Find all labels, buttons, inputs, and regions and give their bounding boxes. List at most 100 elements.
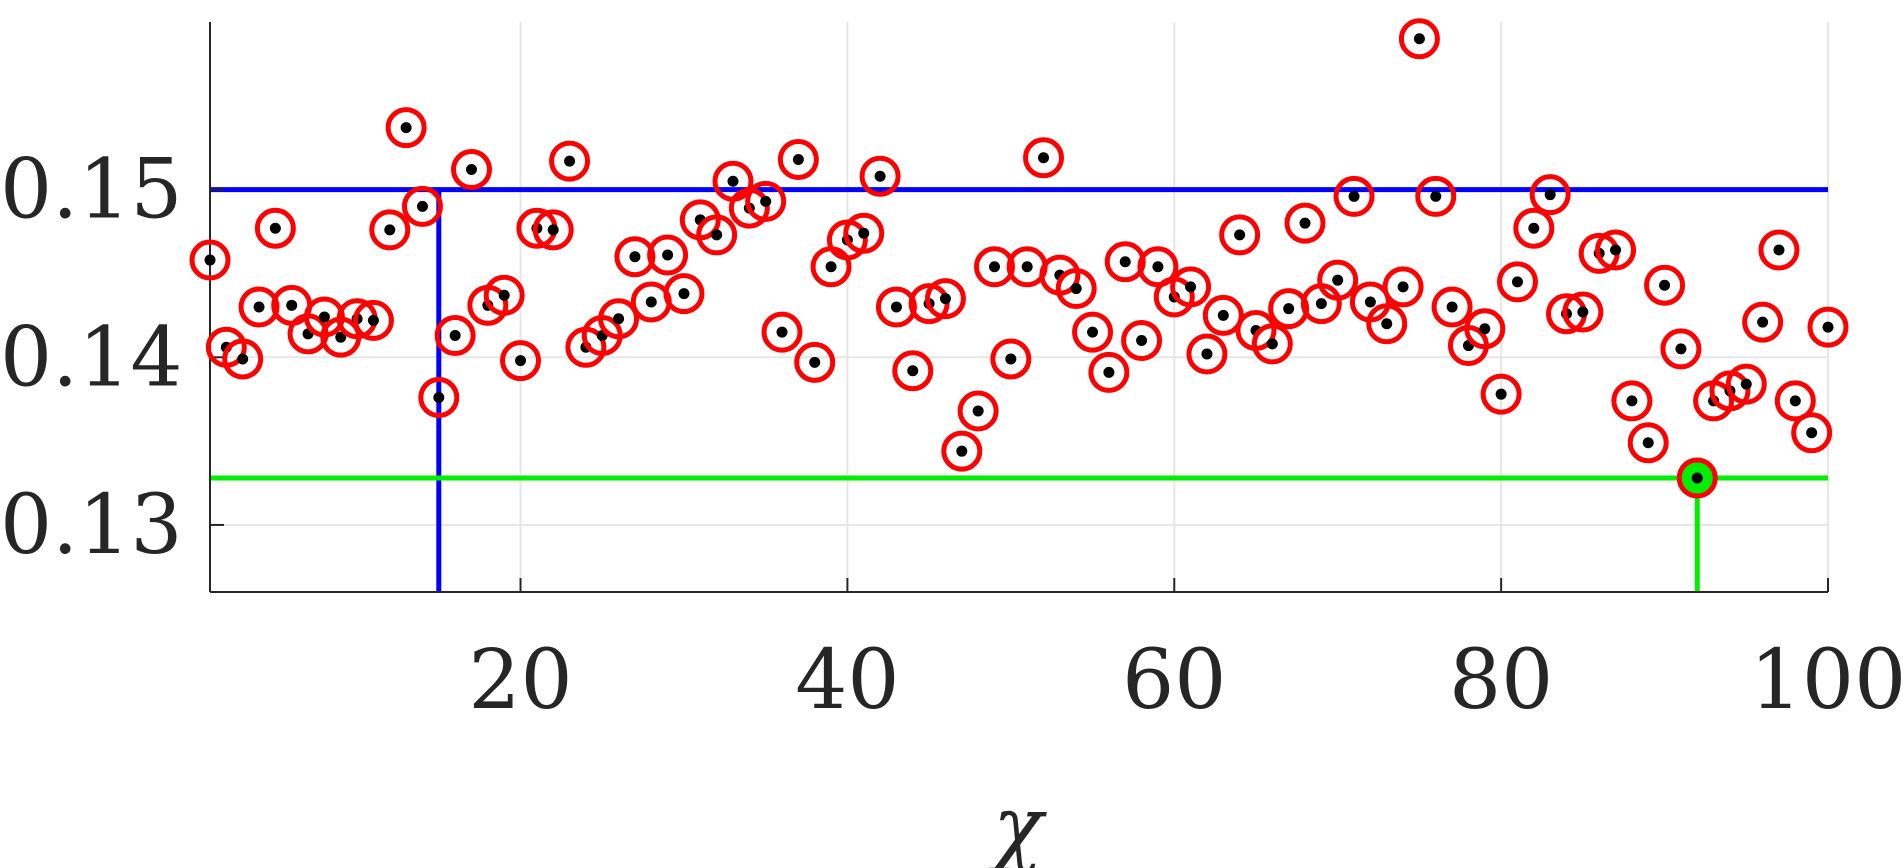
point-ring bbox=[957, 390, 999, 432]
point-ring bbox=[761, 311, 803, 353]
y-tick-label: 0.14 bbox=[0, 310, 183, 405]
point-dot bbox=[1103, 366, 1115, 378]
point-ring bbox=[1644, 264, 1686, 306]
data-point bbox=[1284, 202, 1326, 244]
point-dot bbox=[1397, 281, 1409, 293]
point-ring bbox=[1186, 333, 1228, 375]
point-ring bbox=[794, 341, 836, 383]
point-ring bbox=[1366, 303, 1408, 345]
point-dot bbox=[1544, 189, 1556, 201]
data-point bbox=[892, 350, 934, 392]
x-tick-label: 40 bbox=[795, 633, 899, 728]
point-ring bbox=[1742, 301, 1784, 343]
point-dot bbox=[1315, 298, 1327, 310]
point-ring bbox=[238, 286, 280, 328]
point-ring bbox=[1055, 268, 1097, 310]
data-point bbox=[647, 234, 689, 276]
y-tick-label: 0.13 bbox=[0, 478, 183, 573]
point-dot bbox=[645, 296, 657, 308]
point-dot bbox=[760, 195, 772, 207]
point-ring bbox=[598, 298, 640, 340]
data-point bbox=[712, 160, 754, 202]
data-point bbox=[598, 298, 640, 340]
point-ring bbox=[1562, 291, 1604, 333]
data-point bbox=[1186, 333, 1228, 375]
point-dot bbox=[1511, 276, 1523, 288]
data-point bbox=[401, 185, 443, 227]
point-ring bbox=[1088, 351, 1130, 393]
point-dot bbox=[1381, 318, 1393, 330]
point-dot bbox=[1789, 395, 1801, 407]
point-dot bbox=[1070, 283, 1082, 295]
point-ring bbox=[1480, 373, 1522, 415]
point-dot bbox=[1479, 323, 1491, 335]
point-dot bbox=[1610, 244, 1622, 256]
point-ring bbox=[549, 140, 591, 182]
data-point bbox=[990, 338, 1032, 380]
x-tick-label: 80 bbox=[1449, 633, 1553, 728]
point-dot bbox=[1299, 217, 1311, 229]
point-ring bbox=[1219, 214, 1261, 256]
data-point bbox=[1317, 259, 1359, 301]
point-ring bbox=[1431, 286, 1473, 328]
data-point bbox=[369, 209, 411, 251]
data-point bbox=[875, 286, 917, 328]
data-point bbox=[957, 390, 999, 432]
x-tick-label: 100 bbox=[1750, 633, 1903, 728]
point-ring bbox=[1791, 412, 1833, 454]
point-dot bbox=[1266, 338, 1278, 350]
point-dot bbox=[1364, 296, 1376, 308]
data-point bbox=[1513, 207, 1555, 249]
point-ring bbox=[1725, 363, 1767, 405]
point-dot bbox=[1430, 190, 1442, 202]
point-dot bbox=[1642, 437, 1654, 449]
point-dot bbox=[1626, 395, 1638, 407]
point-ring bbox=[1774, 380, 1816, 422]
point-dot bbox=[776, 326, 788, 338]
data-point bbox=[1366, 303, 1408, 345]
data-point bbox=[1104, 241, 1146, 283]
data-point bbox=[1742, 301, 1784, 343]
data-point bbox=[1333, 175, 1375, 217]
data-point bbox=[1627, 422, 1669, 464]
point-ring bbox=[369, 209, 411, 251]
data-point bbox=[1072, 311, 1114, 353]
data-point bbox=[630, 281, 672, 323]
point-dot bbox=[727, 175, 739, 187]
data-point bbox=[1725, 363, 1767, 405]
point-dot bbox=[662, 249, 674, 261]
point-dot bbox=[547, 224, 559, 236]
data-point bbox=[1219, 214, 1261, 256]
point-dot bbox=[1185, 281, 1197, 293]
point-dot bbox=[858, 227, 870, 239]
point-dot bbox=[988, 261, 1000, 273]
point-dot bbox=[384, 224, 396, 236]
data-point bbox=[1496, 261, 1538, 303]
point-ring bbox=[1317, 259, 1359, 301]
point-dot bbox=[972, 405, 984, 417]
point-dot bbox=[515, 355, 527, 367]
data-point bbox=[777, 138, 819, 180]
point-ring bbox=[1121, 320, 1163, 362]
point-ring bbox=[1268, 288, 1310, 330]
point-dot bbox=[1332, 274, 1344, 286]
data-point bbox=[1121, 320, 1163, 362]
data-point bbox=[418, 377, 460, 419]
point-ring bbox=[222, 338, 264, 380]
x-axis-label: χ bbox=[988, 780, 1047, 868]
point-dot bbox=[1773, 244, 1785, 256]
data-point bbox=[1202, 294, 1244, 336]
point-ring bbox=[450, 149, 492, 191]
data-point bbox=[1251, 323, 1293, 365]
point-dot bbox=[1659, 279, 1671, 291]
point-dot bbox=[809, 356, 821, 368]
point-dot bbox=[956, 445, 968, 457]
point-dot bbox=[1446, 301, 1458, 313]
point-ring bbox=[973, 246, 1015, 288]
point-ring bbox=[875, 286, 917, 328]
point-dot bbox=[792, 153, 804, 165]
point-dot bbox=[1806, 427, 1818, 439]
data-point bbox=[1562, 291, 1604, 333]
data-point bbox=[1529, 174, 1571, 216]
